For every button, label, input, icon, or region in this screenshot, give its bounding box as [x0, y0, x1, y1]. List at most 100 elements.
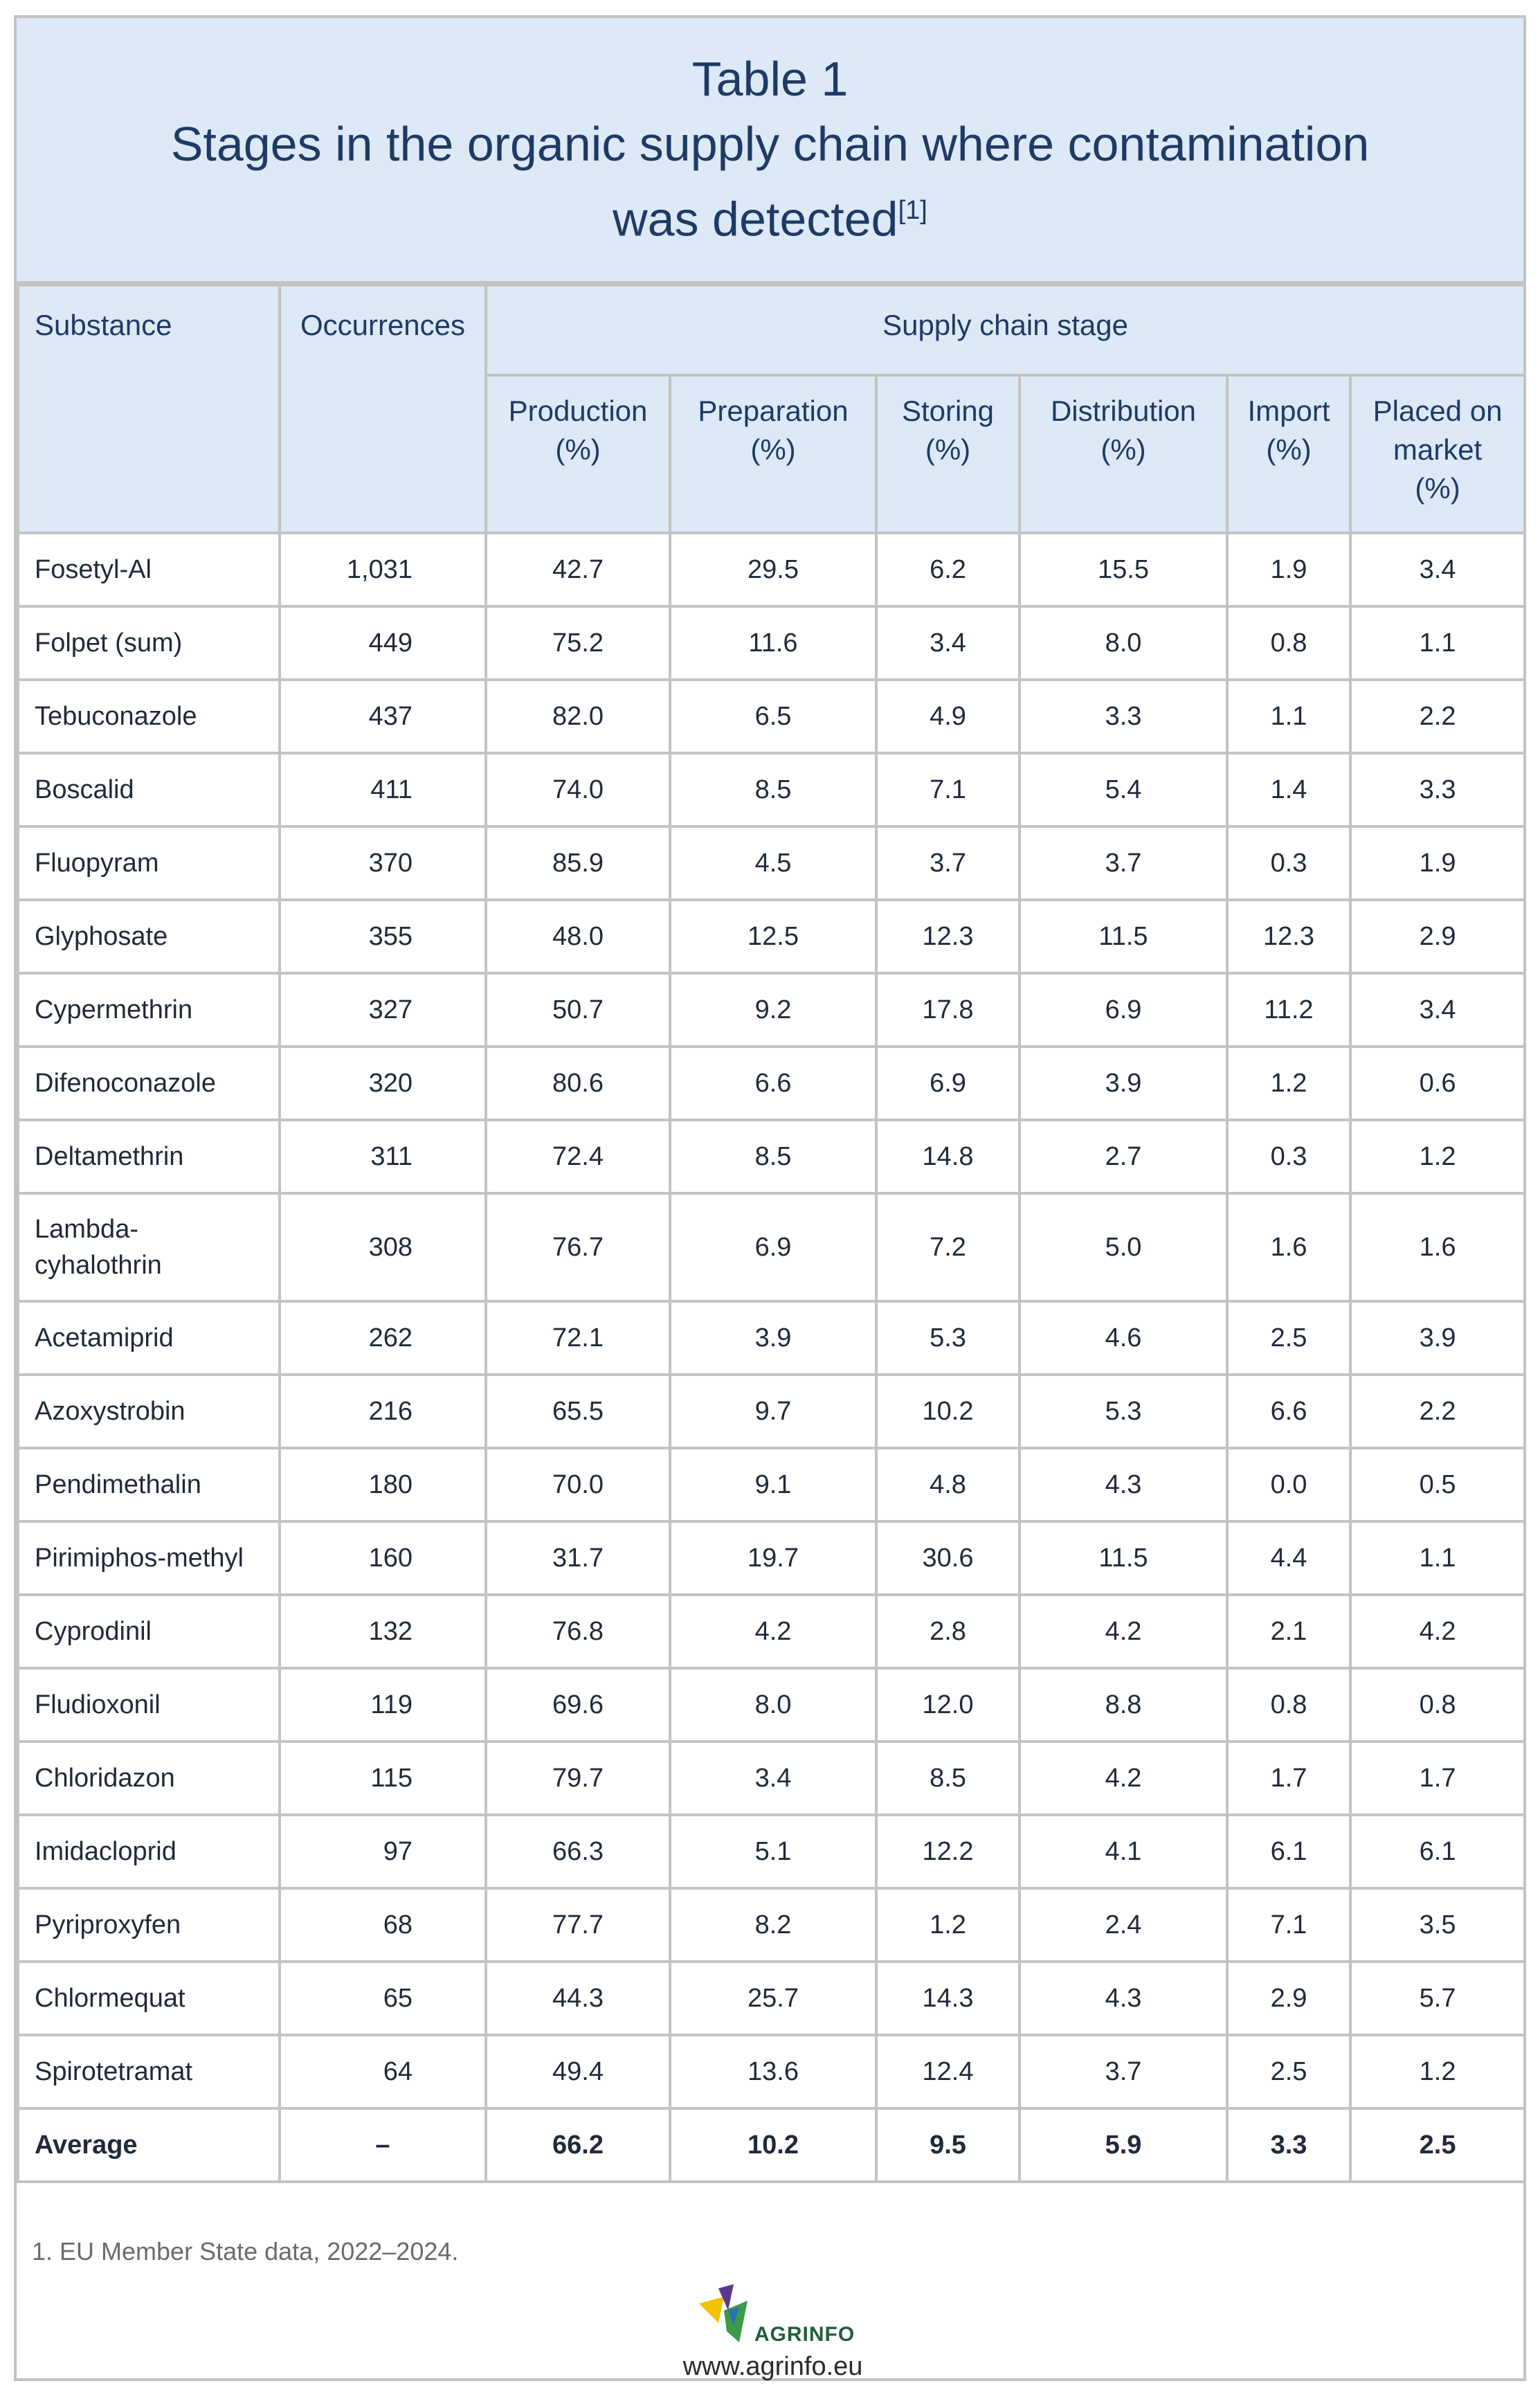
stage-value-cell: 3.3 [1018, 678, 1229, 754]
substance-cell: Folpet (sum) [17, 605, 281, 681]
stage-value-cell: 3.4 [875, 605, 1021, 681]
footnote-reference[interactable]: [1] [898, 195, 927, 225]
occurrences-cell: 115 [278, 1740, 487, 1816]
stage-value-cell: 6.6 [669, 1045, 878, 1121]
stage-value-cell: 19.7 [669, 1520, 878, 1596]
occurrences-cell: 216 [278, 1373, 487, 1449]
stage-value-cell: 3.3 [1226, 2107, 1352, 2183]
table-row: Chloridazon 115 79.7 3.4 8.5 4.2 1.7 1.7 [17, 1740, 1527, 1816]
header-column-text: Storing [901, 395, 995, 427]
substance-cell: Imidacloprid [17, 1813, 281, 1890]
substance-cell: Cypermethrin [17, 972, 281, 1048]
stage-value-cell: 6.1 [1348, 1813, 1527, 1890]
header-column-text: Production [508, 395, 648, 427]
stage-value-cell: 76.8 [484, 1593, 671, 1670]
occurrences-cell: 437 [278, 678, 487, 754]
header-column-text: Placed on [1373, 395, 1503, 427]
substance-cell: Deltamethrin [17, 1119, 281, 1195]
stage-value-cell: 2.5 [1348, 2107, 1527, 2183]
header-column-text: Preparation [698, 395, 849, 427]
occurrences-cell: 262 [278, 1300, 487, 1376]
substance-cell: Lambda-cyhalothrin [17, 1192, 281, 1303]
stage-value-cell: 3.4 [1348, 972, 1527, 1048]
stage-value-cell: 1.7 [1226, 1740, 1352, 1816]
website-link[interactable]: www.agrinfo.eu [682, 2352, 863, 2381]
header-column-text: (%) [1266, 433, 1312, 466]
stage-value-cell: 66.2 [484, 2107, 671, 2183]
stage-value-cell: 13.6 [669, 2034, 878, 2110]
occurrences-cell: – [278, 2107, 487, 2183]
stage-value-cell: 12.5 [669, 898, 878, 975]
substance-cell: Boscalid [17, 752, 281, 828]
stage-value-cell: 44.3 [484, 1960, 671, 2036]
header-column-text: market [1393, 433, 1483, 466]
substance-cell: Spirotetramat [17, 2034, 281, 2110]
header-column-text: (%) [750, 433, 796, 466]
stage-value-cell: 1.2 [1348, 1119, 1527, 1195]
stage-value-cell: 0.8 [1226, 1667, 1352, 1743]
stage-value-cell: 2.2 [1348, 678, 1527, 754]
stage-value-cell: 7.1 [1226, 1887, 1352, 1963]
table-row: Folpet (sum) 449 75.2 11.6 3.4 8.0 0.8 1.1 [17, 605, 1527, 681]
stage-value-cell: 42.7 [484, 532, 671, 608]
stage-value-cell: 11.6 [669, 605, 878, 681]
stage-value-cell: 66.3 [484, 1813, 671, 1890]
stage-value-cell: 3.5 [1348, 1887, 1527, 1963]
substance-cell: Average [17, 2107, 281, 2183]
stage-value-cell: 11.2 [1226, 972, 1352, 1048]
stage-value-cell: 6.1 [1226, 1813, 1352, 1890]
stage-value-cell: 77.7 [484, 1887, 671, 1963]
stage-value-cell: 3.9 [669, 1300, 878, 1376]
stage-value-cell: 1.7 [1348, 1740, 1527, 1816]
stage-value-cell: 49.4 [484, 2034, 671, 2110]
occurrences-cell: 320 [278, 1045, 487, 1121]
agrinfo-wordmark: AGRINFO [754, 2323, 855, 2346]
occurrences-cell: 311 [278, 1119, 487, 1195]
stage-value-cell: 48.0 [484, 898, 671, 975]
stage-value-cell: 1.1 [1226, 678, 1352, 754]
occurrences-cell: 411 [278, 752, 487, 828]
occurrences-cell: 180 [278, 1447, 487, 1523]
stage-value-cell: 1.1 [1348, 605, 1527, 681]
table-row: Fluopyram 370 85.9 4.5 3.7 3.7 0.3 1.9 [17, 825, 1527, 901]
agrinfo-logo: AGRINFO [691, 2283, 855, 2349]
stage-value-cell: 8.5 [669, 752, 878, 828]
table-row: Glyphosate 355 48.0 12.5 12.3 11.5 12.3 2.9 [17, 898, 1527, 975]
table-row: Imidacloprid 97 66.3 5.1 12.2 4.1 6.1 6.1 [17, 1813, 1527, 1890]
stage-value-cell: 2.9 [1226, 1960, 1352, 2036]
stage-value-cell: 9.5 [875, 2107, 1021, 2183]
table-row: Cyprodinil 132 76.8 4.2 2.8 4.2 2.1 4.2 [17, 1593, 1527, 1670]
stage-value-cell: 0.0 [1226, 1447, 1352, 1523]
header-column: Production (%) [484, 374, 671, 534]
occurrences-cell: 119 [278, 1667, 487, 1743]
occurrences-cell: 68 [278, 1887, 487, 1963]
stage-value-cell: 69.6 [484, 1667, 671, 1743]
table-row: Pirimiphos-methyl 160 31.7 19.7 30.6 11.5 4.4 1… [17, 1520, 1527, 1596]
table-row: Difenoconazole 320 80.6 6.6 6.9 3.9 1.2 0.6 [17, 1045, 1527, 1121]
stage-value-cell: 1.9 [1226, 532, 1352, 608]
stage-value-cell: 0.3 [1226, 825, 1352, 901]
stage-value-cell: 5.9 [1018, 2107, 1229, 2183]
occurrences-cell: 370 [278, 825, 487, 901]
occurrences-cell: 132 [278, 1593, 487, 1670]
stage-value-cell: 4.2 [669, 1593, 878, 1670]
stage-value-cell: 72.1 [484, 1300, 671, 1376]
stage-value-cell: 2.8 [875, 1593, 1021, 1670]
stage-value-cell: 29.5 [669, 532, 878, 608]
stage-value-cell: 3.4 [669, 1740, 878, 1816]
table-row: Pendimethalin 180 70.0 9.1 4.8 4.3 0.0 0.5 [17, 1447, 1527, 1523]
stage-value-cell: 8.0 [669, 1667, 878, 1743]
table-row: Spirotetramat 64 49.4 13.6 12.4 3.7 2.5 1.2 [17, 2034, 1527, 2110]
stage-value-cell: 4.3 [1018, 1447, 1229, 1523]
stage-value-cell: 0.8 [1348, 1667, 1527, 1743]
stage-value-cell: 25.7 [669, 1960, 878, 2036]
table-row: Fosetyl-Al 1,031 42.7 29.5 6.2 15.5 1.9 3.4 [17, 532, 1527, 608]
substance-cell: Fludioxonil [17, 1667, 281, 1743]
stage-value-cell: 4.2 [1018, 1740, 1229, 1816]
stage-value-cell: 65.5 [484, 1373, 671, 1449]
stage-value-cell: 8.8 [1018, 1667, 1229, 1743]
table-title-block: Table 1 Stages in the organic supply cha… [17, 18, 1523, 284]
stage-value-cell: 1.6 [1226, 1192, 1352, 1303]
substance-cell: Acetamiprid [17, 1300, 281, 1376]
stage-value-cell: 4.2 [1348, 1593, 1527, 1670]
